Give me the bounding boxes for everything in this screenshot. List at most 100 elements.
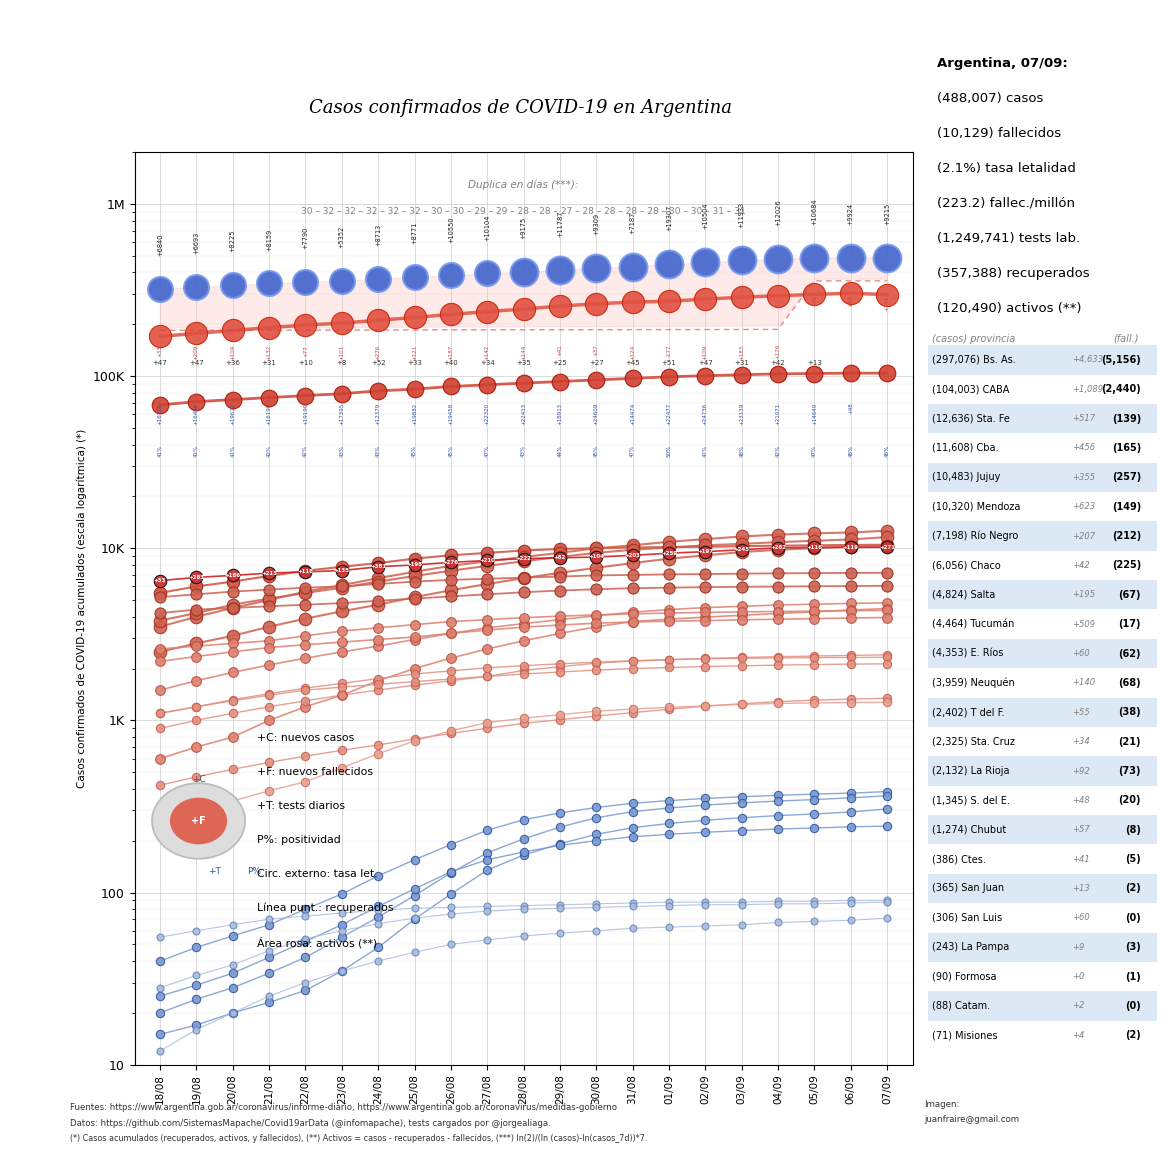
Text: (4,464) Tucumán: (4,464) Tucumán — [932, 619, 1014, 629]
Text: 30 – 32 – 32 – 32 – 32 – 32 – 30 – 30 – 29 – 29 – 28 – 28 – 27 – 28 – 28 – 28 – : 30 – 32 – 32 – 32 – 32 – 32 – 30 – 30 – … — [301, 207, 746, 216]
Text: +8159: +8159 — [266, 228, 273, 250]
Text: +9175: +9175 — [521, 216, 526, 239]
Text: +48: +48 — [848, 402, 853, 414]
Text: +118: +118 — [297, 570, 314, 574]
Text: +60: +60 — [1072, 649, 1090, 658]
Text: +82: +82 — [553, 556, 566, 560]
Text: +9: +9 — [1072, 943, 1085, 951]
FancyBboxPatch shape — [928, 345, 1157, 374]
Text: P%: P% — [247, 867, 261, 876]
Text: Circ. externo: tasa let.: Circ. externo: tasa let. — [257, 869, 378, 879]
Text: (165): (165) — [1112, 443, 1141, 453]
Text: +135: +135 — [333, 567, 350, 573]
Text: +276: +276 — [442, 560, 459, 565]
Text: +271: +271 — [879, 545, 895, 550]
Text: +104: +104 — [230, 345, 235, 360]
FancyBboxPatch shape — [928, 697, 1157, 727]
Text: +16496: +16496 — [194, 402, 199, 425]
Text: +37: +37 — [594, 344, 599, 357]
Text: +34: +34 — [480, 359, 495, 366]
Text: (2,132) La Rioja: (2,132) La Rioja — [932, 766, 1010, 776]
Text: (306) San Luis: (306) San Luis — [932, 913, 1003, 923]
Text: (1): (1) — [1126, 971, 1141, 982]
Text: 47%: 47% — [484, 445, 490, 456]
FancyBboxPatch shape — [928, 580, 1157, 610]
Text: Argentina, 07/09:: Argentina, 07/09: — [937, 57, 1068, 70]
Text: (297,076) Bs. As.: (297,076) Bs. As. — [932, 355, 1017, 365]
Text: +51: +51 — [661, 359, 676, 366]
Text: +41: +41 — [557, 344, 563, 357]
Text: (104,003) CABA: (104,003) CABA — [932, 384, 1010, 394]
Text: (12,636) Sta. Fe: (12,636) Sta. Fe — [932, 413, 1010, 424]
Text: (6,056) Chaco: (6,056) Chaco — [932, 560, 1002, 571]
Text: (5): (5) — [1126, 854, 1141, 865]
FancyBboxPatch shape — [928, 932, 1157, 962]
Text: +T: tests diarios: +T: tests diarios — [257, 800, 345, 811]
Text: +509: +509 — [1072, 620, 1095, 628]
Text: +19882: +19882 — [412, 402, 417, 425]
Text: 42%: 42% — [303, 445, 308, 456]
Text: 43%: 43% — [376, 445, 380, 456]
Text: 41%: 41% — [194, 445, 199, 456]
Text: Área rosa: activos (**): Área rosa: activos (**) — [257, 937, 378, 948]
Text: +7790: +7790 — [302, 227, 309, 249]
Text: (212): (212) — [1112, 531, 1141, 541]
Text: +47: +47 — [698, 359, 713, 366]
Text: +8771: +8771 — [412, 222, 418, 245]
Text: +262: +262 — [770, 545, 786, 550]
Text: (257): (257) — [1112, 473, 1141, 482]
Text: (3): (3) — [1126, 942, 1141, 952]
Text: +34: +34 — [1072, 737, 1090, 746]
Text: (90) Formosa: (90) Formosa — [932, 971, 997, 982]
Text: +11933: +11933 — [738, 201, 745, 228]
Text: (386) Ctes.: (386) Ctes. — [932, 854, 986, 865]
Text: +45: +45 — [625, 359, 640, 366]
Text: Línea punt.: recuperados: Línea punt.: recuperados — [257, 903, 394, 914]
Text: 48%: 48% — [848, 445, 853, 456]
Text: +209: +209 — [194, 345, 199, 360]
Text: +36: +36 — [226, 359, 240, 366]
Text: +23139: +23139 — [739, 402, 744, 425]
Text: +C: nuevos casos: +C: nuevos casos — [257, 732, 355, 743]
Text: +176: +176 — [776, 344, 780, 359]
Text: (3,959) Neuquén: (3,959) Neuquén — [932, 677, 1016, 688]
Text: (1,249,741) tests lab.: (1,249,741) tests lab. — [937, 232, 1080, 245]
Text: +16726: +16726 — [158, 402, 163, 425]
Text: 50%: 50% — [667, 445, 672, 456]
Text: +276: +276 — [376, 345, 380, 360]
Text: +198: +198 — [406, 563, 422, 567]
Text: +104: +104 — [589, 555, 604, 559]
Text: +10684: +10684 — [812, 198, 818, 225]
Text: (223.2) fallec./millón: (223.2) fallec./millón — [937, 197, 1075, 209]
Text: (0): (0) — [1126, 1002, 1141, 1011]
Text: +197: +197 — [697, 549, 714, 555]
Text: (fall.): (fall.) — [1114, 333, 1138, 344]
Text: +144: +144 — [521, 344, 526, 360]
FancyBboxPatch shape — [928, 522, 1157, 551]
Text: (243) La Pampa: (243) La Pampa — [932, 942, 1010, 952]
Text: +C: +C — [192, 775, 206, 784]
FancyBboxPatch shape — [928, 874, 1157, 903]
Text: (0): (0) — [1126, 913, 1141, 923]
Text: (225): (225) — [1112, 560, 1141, 571]
Text: (38): (38) — [1119, 708, 1141, 717]
Text: +52: +52 — [371, 359, 385, 366]
Text: +259: +259 — [661, 551, 677, 556]
Circle shape — [171, 798, 227, 844]
Text: -177: -177 — [667, 344, 672, 357]
Text: +4: +4 — [1072, 1031, 1085, 1040]
Text: +355: +355 — [1072, 473, 1095, 482]
Text: +8: +8 — [337, 359, 347, 366]
Text: +24609: +24609 — [594, 402, 599, 425]
Text: +215: +215 — [261, 571, 277, 576]
FancyBboxPatch shape — [928, 639, 1157, 668]
Text: +33: +33 — [153, 578, 166, 583]
Text: +77: +77 — [303, 345, 308, 357]
Text: +142: +142 — [484, 345, 490, 360]
Text: (10,320) Mendoza: (10,320) Mendoza — [932, 502, 1020, 511]
Text: (10,483) Jujuy: (10,483) Jujuy — [932, 473, 1000, 482]
Text: +11787: +11787 — [557, 211, 563, 236]
Text: +517: +517 — [1072, 414, 1095, 424]
Text: +140: +140 — [1072, 679, 1095, 688]
Text: +47: +47 — [152, 359, 167, 366]
